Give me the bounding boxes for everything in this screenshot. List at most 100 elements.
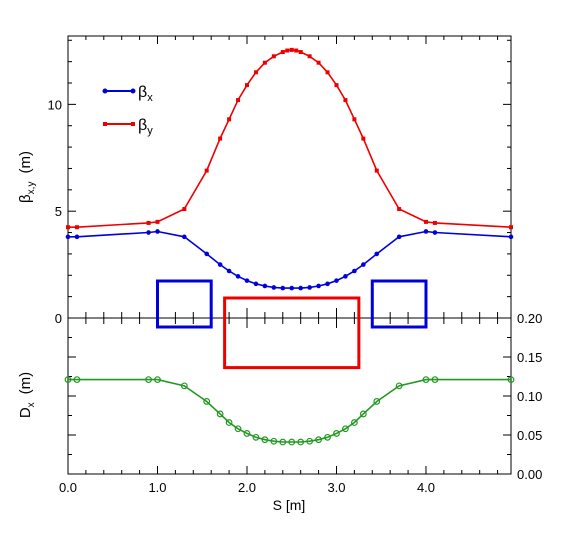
dispersion-data-point [288, 438, 296, 446]
legend-marker-beta-x [102, 88, 108, 94]
beta-data-point [352, 268, 357, 274]
bottom-y-axis-label: Dx(m) [17, 372, 37, 418]
beta-data-point [343, 274, 348, 279]
dispersion-data-point [507, 376, 515, 384]
top-plot-frame [67, 35, 512, 319]
bottom-y-tick-label: 0.05 [517, 428, 542, 443]
bottom-y-tick-label: 0.15 [517, 350, 542, 365]
beta-data-point [226, 268, 232, 274]
beta-data-point [423, 219, 428, 224]
dispersion-data-point [395, 382, 403, 390]
legend: βx βy [102, 84, 153, 137]
beta-data-point [509, 225, 513, 230]
x-tick-label: 3.0 [327, 480, 345, 495]
lattice-magnet-dipole [223, 296, 361, 370]
beta-data-point [204, 251, 210, 257]
dispersion-data-point [279, 438, 287, 446]
legend-marker-beta-x-end [130, 88, 136, 94]
legend-label-beta-y: βy [138, 117, 153, 137]
beta-data-point [253, 281, 259, 287]
dispersion-data-point [350, 419, 358, 426]
top-y-tick-label: 5 [55, 204, 62, 219]
top-panel: 0 5 10 βx βy βx,y(m) [17, 35, 514, 326]
beta-data-point [182, 207, 187, 212]
beta-series-line-1 [68, 49, 512, 228]
dispersion-data-point [73, 376, 81, 384]
dispersion-data-point [422, 376, 430, 384]
beta-data-point [74, 234, 80, 240]
beta-data-point [271, 285, 277, 290]
beta-data-point [325, 70, 330, 75]
beta-data-point [74, 225, 79, 230]
beta-data-point [236, 98, 241, 103]
beta-data-point [280, 50, 285, 55]
bottom-series-group [64, 376, 515, 446]
dispersion-data-point [261, 436, 269, 444]
beta-data-point [316, 283, 321, 289]
beta-data-point [374, 251, 380, 257]
x-axis-label: S [m] [273, 497, 306, 513]
beta-data-point [204, 168, 209, 173]
dispersion-data-point [270, 437, 278, 445]
beta-data-point [218, 136, 223, 141]
x-tick-label: 2.0 [238, 480, 256, 495]
dispersion-data-point [243, 430, 251, 437]
beta-data-point [280, 285, 286, 291]
bottom-y-tick-label: 0.00 [517, 467, 542, 482]
dispersion-data-point [234, 425, 242, 433]
dispersion-data-point [306, 437, 314, 445]
dispersion-series-line-0 [68, 378, 511, 443]
beta-data-point [298, 50, 303, 55]
dispersion-data-point [154, 376, 161, 384]
top-y-axis-label: βx,y(m) [17, 151, 37, 203]
dispersion-data-point [373, 398, 381, 405]
dispersion-data-point [203, 398, 211, 405]
legend-marker-beta-y [103, 122, 107, 126]
bottom-y-tick-label: 0.10 [517, 389, 542, 404]
bottom-y-tick-label: 0.20 [517, 311, 542, 326]
beta-data-point [155, 219, 160, 224]
x-tick-label: 1.0 [148, 480, 166, 495]
beta-data-point [182, 234, 187, 240]
dispersion-data-point [145, 376, 152, 384]
bottom-panel: 0.00 0.05 0.10 0.15 0.20 0.0 1.0 2.0 3.0 4.0 Dx(… [17, 36, 542, 513]
beta-data-point [262, 60, 267, 65]
dispersion-data-point [216, 410, 224, 418]
dispersion-data-point [342, 425, 349, 433]
beta-data-point [396, 234, 402, 240]
dispersion-data-point [359, 410, 367, 418]
beta-data-point [352, 117, 357, 122]
bottom-x-ticks: 0.0 1.0 2.0 3.0 4.0 [59, 36, 499, 495]
beta-data-point [155, 229, 160, 234]
lattice-magnet-quad [370, 279, 428, 329]
beta-data-point [334, 83, 339, 88]
beta-data-point [397, 207, 402, 212]
x-tick-label: 4.0 [417, 480, 435, 495]
beta-data-point [361, 262, 366, 267]
beta-data-point [307, 285, 312, 290]
beta-data-point [262, 283, 268, 289]
bottom-y-ticks: 0.00 0.05 0.10 0.15 0.20 [68, 311, 542, 482]
beta-data-point [66, 225, 70, 230]
top-series-group [65, 47, 514, 291]
beta-data-point [294, 48, 299, 53]
beta-data-point [235, 274, 241, 279]
beta-data-point [361, 136, 366, 141]
beta-data-point [508, 234, 514, 240]
beta-data-point [334, 278, 339, 283]
beta-data-point [423, 229, 429, 234]
x-tick-label: 0.0 [59, 480, 77, 495]
beta-data-point [432, 220, 437, 225]
dispersion-data-point [297, 438, 305, 446]
lattice-magnet-quad [155, 279, 213, 329]
dispersion-data-point [333, 430, 340, 437]
beta-data-point [244, 278, 250, 283]
beta-data-point [285, 48, 290, 53]
top-y-tick-label: 0 [55, 311, 62, 326]
beta-data-point [343, 98, 348, 103]
beta-series-line-0 [68, 230, 512, 289]
beta-data-point [432, 230, 438, 235]
legend-marker-beta-y-end [131, 122, 135, 126]
beta-data-point [316, 60, 321, 65]
